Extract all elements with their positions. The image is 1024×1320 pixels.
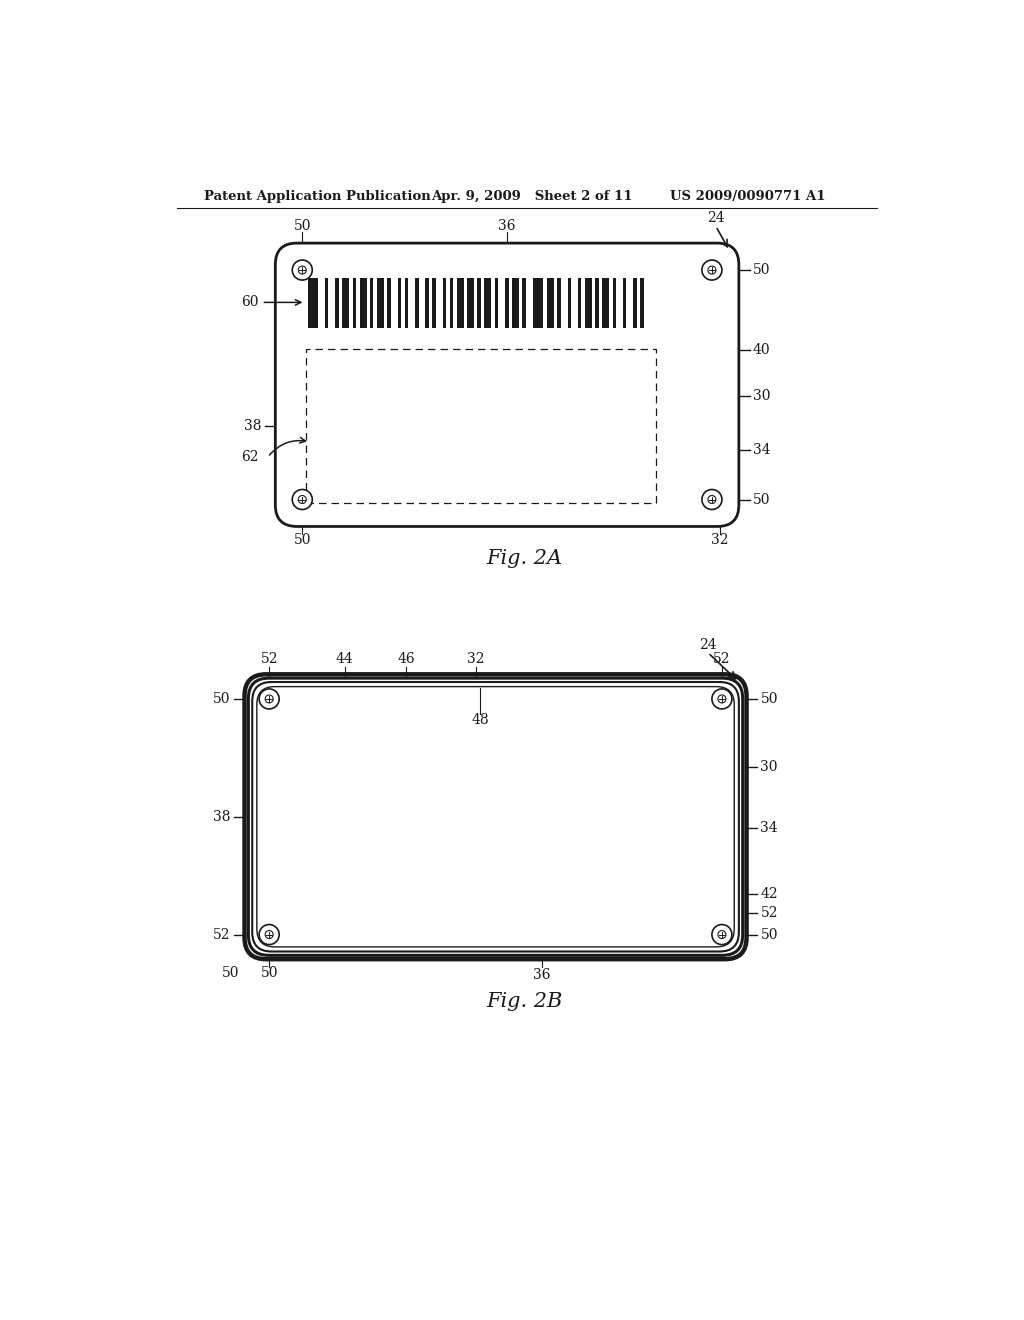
- Text: 32: 32: [467, 652, 484, 665]
- Text: 32: 32: [711, 533, 728, 548]
- Text: 38: 38: [213, 809, 230, 824]
- Bar: [578, 277, 582, 327]
- Bar: [397, 277, 401, 327]
- Bar: [352, 277, 356, 327]
- Bar: [477, 277, 481, 327]
- Circle shape: [701, 490, 722, 510]
- Circle shape: [718, 694, 726, 704]
- Bar: [442, 277, 446, 327]
- Bar: [547, 277, 554, 327]
- Circle shape: [265, 694, 273, 704]
- Text: 52: 52: [260, 652, 278, 665]
- Circle shape: [292, 490, 312, 510]
- Text: 44: 44: [336, 652, 353, 665]
- Circle shape: [292, 260, 312, 280]
- Text: 52: 52: [713, 652, 731, 665]
- Text: US 2009/0090771 A1: US 2009/0090771 A1: [670, 190, 825, 203]
- Bar: [325, 277, 329, 327]
- Text: 62: 62: [241, 450, 258, 465]
- Bar: [612, 277, 616, 327]
- Text: 38: 38: [244, 420, 261, 433]
- Text: 36: 36: [499, 219, 516, 234]
- Bar: [425, 277, 429, 327]
- Bar: [342, 277, 349, 327]
- Text: 50: 50: [761, 692, 778, 706]
- Bar: [450, 277, 454, 327]
- Text: 50: 50: [222, 966, 240, 979]
- Bar: [370, 277, 374, 327]
- Bar: [306, 350, 655, 503]
- Text: 50: 50: [294, 533, 311, 548]
- Text: 50: 50: [761, 928, 778, 941]
- Circle shape: [712, 689, 732, 709]
- Text: 46: 46: [397, 652, 415, 665]
- Bar: [640, 277, 644, 327]
- Text: 24: 24: [699, 638, 717, 652]
- Text: Patent Application Publication: Patent Application Publication: [204, 190, 430, 203]
- Bar: [484, 277, 492, 327]
- Circle shape: [708, 495, 716, 503]
- Bar: [387, 277, 391, 327]
- Bar: [623, 277, 627, 327]
- Text: 52: 52: [213, 928, 230, 941]
- Text: Fig. 2B: Fig. 2B: [486, 993, 563, 1011]
- Text: 60: 60: [241, 296, 258, 309]
- Bar: [336, 277, 339, 327]
- Text: Fig. 2A: Fig. 2A: [486, 549, 563, 569]
- Bar: [467, 277, 474, 327]
- Text: 24: 24: [707, 211, 725, 226]
- Bar: [512, 277, 519, 327]
- Bar: [567, 277, 571, 327]
- Circle shape: [259, 689, 280, 709]
- Bar: [307, 277, 318, 327]
- Circle shape: [298, 495, 306, 503]
- Bar: [602, 277, 609, 327]
- Bar: [522, 277, 526, 327]
- Text: 30: 30: [753, 389, 770, 404]
- Text: 36: 36: [532, 968, 551, 982]
- Text: 50: 50: [753, 492, 770, 507]
- Circle shape: [718, 931, 726, 939]
- Circle shape: [701, 260, 722, 280]
- Circle shape: [298, 267, 306, 275]
- Circle shape: [259, 924, 280, 945]
- Circle shape: [708, 267, 716, 275]
- Bar: [495, 277, 499, 327]
- Text: 50: 50: [213, 692, 230, 706]
- Text: 34: 34: [761, 821, 778, 836]
- Bar: [585, 277, 592, 327]
- Bar: [557, 277, 560, 327]
- Bar: [634, 277, 637, 327]
- Bar: [359, 277, 367, 327]
- Text: 50: 50: [260, 966, 278, 979]
- Text: 52: 52: [761, 906, 778, 920]
- Text: 48: 48: [471, 714, 488, 727]
- Bar: [415, 277, 419, 327]
- Bar: [432, 277, 436, 327]
- Circle shape: [712, 924, 732, 945]
- Bar: [505, 277, 509, 327]
- FancyBboxPatch shape: [257, 686, 734, 946]
- Text: 50: 50: [294, 219, 311, 234]
- Text: 50: 50: [753, 263, 770, 277]
- Text: 30: 30: [761, 760, 778, 774]
- Bar: [532, 277, 544, 327]
- Circle shape: [265, 931, 273, 939]
- Bar: [377, 277, 384, 327]
- Bar: [595, 277, 599, 327]
- Text: 40: 40: [753, 343, 770, 358]
- FancyBboxPatch shape: [275, 243, 739, 527]
- Text: 34: 34: [753, 444, 770, 457]
- Text: 42: 42: [761, 887, 778, 900]
- Bar: [404, 277, 409, 327]
- Bar: [457, 277, 464, 327]
- Text: Apr. 9, 2009   Sheet 2 of 11: Apr. 9, 2009 Sheet 2 of 11: [431, 190, 633, 203]
